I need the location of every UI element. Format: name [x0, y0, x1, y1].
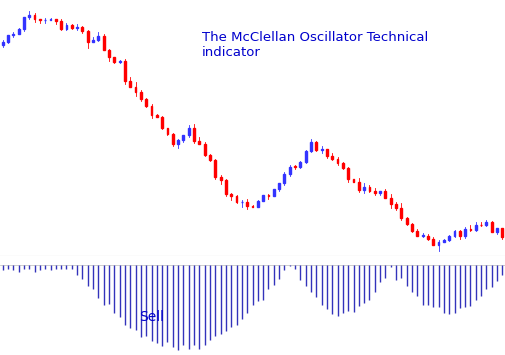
Bar [182, 135, 184, 140]
Bar [12, 34, 14, 35]
Bar [485, 222, 487, 225]
Bar [188, 128, 190, 135]
Bar [496, 228, 498, 232]
Bar [416, 231, 418, 236]
Bar [150, 106, 153, 115]
Bar [475, 225, 477, 230]
Bar [491, 222, 493, 232]
Bar [305, 151, 307, 162]
Bar [310, 142, 312, 151]
Bar [172, 134, 174, 144]
Bar [34, 15, 35, 20]
Bar [167, 128, 168, 134]
Bar [470, 229, 471, 230]
Bar [374, 191, 376, 193]
Bar [358, 182, 360, 190]
Bar [60, 21, 62, 29]
Bar [2, 42, 4, 45]
Bar [369, 187, 370, 191]
Bar [384, 191, 386, 198]
Bar [71, 25, 73, 28]
Bar [7, 35, 9, 42]
Bar [262, 195, 264, 201]
Bar [326, 149, 328, 156]
Bar [119, 61, 121, 62]
Bar [448, 236, 450, 240]
Bar [257, 201, 259, 207]
Bar [161, 116, 163, 128]
Bar [379, 191, 381, 193]
Bar [220, 178, 222, 180]
Bar [87, 31, 89, 42]
Bar [289, 166, 291, 174]
Bar [337, 159, 338, 163]
Bar [198, 141, 200, 144]
Bar [108, 50, 110, 57]
Bar [204, 144, 206, 155]
Bar [97, 36, 99, 39]
Bar [331, 156, 333, 159]
Bar [214, 160, 216, 178]
Bar [145, 99, 147, 106]
Text: Sell: Sell [139, 311, 164, 324]
Bar [406, 218, 408, 224]
Bar [209, 155, 211, 160]
Bar [140, 92, 142, 99]
Bar [113, 57, 115, 62]
Bar [432, 239, 434, 245]
Bar [76, 27, 78, 28]
Bar [342, 163, 344, 168]
Bar [268, 195, 269, 196]
Bar [321, 149, 323, 150]
Bar [66, 25, 67, 29]
Bar [363, 187, 365, 190]
Bar [299, 162, 301, 167]
Bar [49, 19, 52, 20]
Bar [124, 61, 126, 81]
Bar [92, 39, 94, 42]
Bar [315, 142, 317, 150]
Bar [23, 17, 25, 29]
Bar [283, 174, 285, 184]
Bar [459, 231, 461, 236]
Bar [225, 180, 227, 193]
Bar [246, 202, 248, 206]
Bar [28, 15, 30, 17]
Bar [81, 27, 83, 31]
Bar [427, 235, 429, 239]
Bar [177, 140, 179, 144]
Bar [438, 242, 439, 245]
Text: The McClellan Oscillator Technical
indicator: The McClellan Oscillator Technical indic… [202, 31, 428, 59]
Bar [411, 224, 413, 231]
Bar [278, 184, 280, 189]
Bar [230, 193, 232, 196]
Bar [443, 240, 445, 242]
Bar [18, 29, 20, 34]
Bar [251, 206, 254, 207]
Bar [453, 231, 456, 236]
Bar [236, 196, 237, 202]
Bar [103, 36, 105, 50]
Bar [156, 115, 158, 116]
Bar [135, 87, 136, 92]
Bar [193, 128, 195, 141]
Bar [129, 81, 131, 87]
Bar [273, 189, 275, 196]
Bar [400, 208, 402, 218]
Bar [464, 229, 466, 236]
Bar [390, 198, 392, 204]
Bar [55, 19, 57, 21]
Bar [395, 204, 397, 208]
Bar [352, 179, 355, 182]
Bar [347, 168, 349, 179]
Bar [501, 228, 503, 237]
